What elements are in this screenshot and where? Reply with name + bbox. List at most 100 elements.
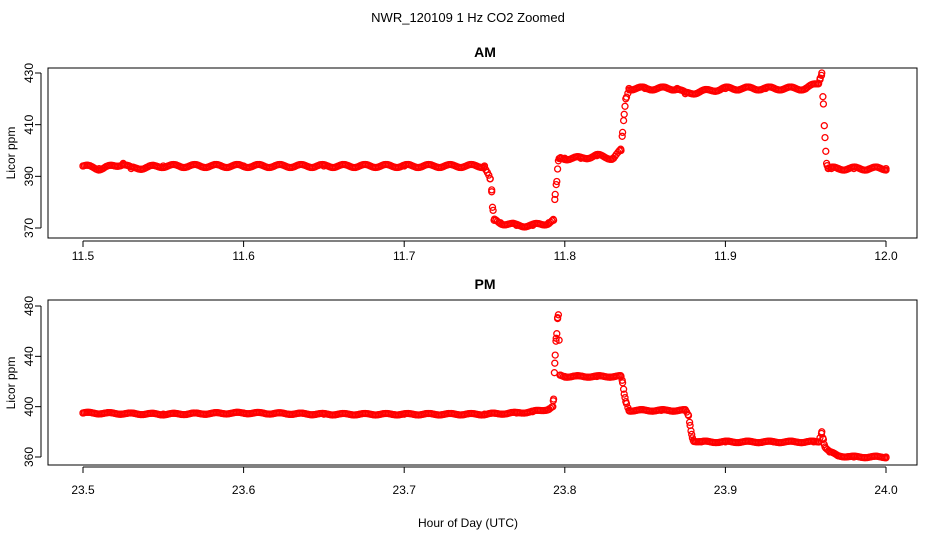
am-x-tick-label: 11.7 bbox=[393, 249, 416, 263]
am-data-point bbox=[551, 190, 559, 199]
pm-data-point bbox=[593, 372, 601, 381]
pm-y-tick-label: 360 bbox=[22, 447, 36, 467]
am-data-point bbox=[320, 162, 328, 170]
am-trace-point bbox=[619, 116, 628, 125]
am-data-point bbox=[821, 133, 829, 142]
am-data-point bbox=[490, 216, 498, 224]
am-trace-point bbox=[552, 180, 560, 189]
pm-y-axis-label: Licor ppm bbox=[4, 357, 18, 410]
am-axes: 11.5 11.6 11.7 11.8 11.9 12.0 370 390 410 430 bbox=[22, 63, 898, 263]
am-panel-title: AM bbox=[474, 44, 496, 60]
pm-data-point bbox=[818, 428, 826, 436]
pm-data-point bbox=[721, 438, 730, 446]
pm-plot-box bbox=[47, 299, 918, 466]
am-y-tick-label: 410 bbox=[22, 114, 36, 134]
pm-data-point bbox=[657, 406, 665, 415]
am-data-point bbox=[561, 154, 569, 162]
pm-data-point bbox=[769, 438, 778, 446]
am-data-point bbox=[400, 162, 408, 170]
pm-data-point bbox=[549, 395, 558, 403]
pm-data-point bbox=[553, 314, 562, 323]
pm-x-tick-label: 23.6 bbox=[232, 483, 256, 497]
am-panel: AM Licor ppm 11.5 11.6 11.7 11.8 11.9 12.0 370… bbox=[4, 44, 918, 263]
pm-x-tick-label: 23.5 bbox=[71, 483, 95, 497]
pm-data-point bbox=[689, 436, 697, 445]
am-data-point bbox=[641, 84, 649, 93]
am-data-point bbox=[480, 162, 489, 170]
am-data-point bbox=[577, 154, 585, 162]
am-y-tick-label: 370 bbox=[22, 218, 36, 238]
pm-x-tick-label: 23.8 bbox=[553, 483, 577, 497]
x-axis-label: Hour of Day (UTC) bbox=[418, 516, 518, 530]
am-data-point bbox=[549, 216, 558, 224]
pm-data-point bbox=[239, 409, 248, 417]
pm-data-point bbox=[618, 379, 627, 387]
pm-y-tick-label: 480 bbox=[22, 296, 36, 316]
am-trace-point bbox=[485, 171, 493, 179]
pm-data-point bbox=[561, 372, 569, 381]
am-data-point bbox=[239, 162, 248, 170]
am-data-point bbox=[488, 188, 496, 196]
pm-data-point bbox=[834, 452, 842, 460]
pm-data-point bbox=[400, 410, 408, 418]
am-data-point bbox=[496, 219, 505, 227]
am-trace-point bbox=[820, 122, 828, 130]
am-x-tick-label: 11.6 bbox=[232, 249, 255, 263]
am-data-point bbox=[119, 159, 127, 168]
pm-data-point bbox=[681, 406, 689, 415]
pm-data-point bbox=[551, 351, 559, 359]
am-data-point bbox=[761, 84, 770, 93]
am-data-point bbox=[95, 164, 103, 173]
pm-trace-point bbox=[685, 418, 694, 426]
pm-x-tick-label: 24.0 bbox=[874, 483, 898, 497]
am-data-point bbox=[127, 164, 135, 173]
am-data-point bbox=[486, 175, 494, 183]
pm-data-point bbox=[821, 443, 829, 451]
pm-data-point bbox=[553, 330, 561, 338]
pm-panel: PM Licor ppm 23.5 23.6 23.7 23.8 23.9 24.0 360… bbox=[4, 276, 918, 497]
pm-y-tick-label: 440 bbox=[22, 346, 36, 366]
am-data-point bbox=[721, 84, 730, 93]
pm-data-point bbox=[552, 337, 560, 345]
am-data-points bbox=[79, 69, 890, 231]
pm-data-point bbox=[819, 435, 828, 444]
am-plot-box bbox=[47, 67, 918, 239]
am-data-point bbox=[882, 164, 890, 173]
pm-trace-point bbox=[555, 336, 563, 344]
am-data-point bbox=[818, 69, 826, 77]
pm-data-point bbox=[882, 453, 890, 461]
am-data-point bbox=[79, 162, 87, 170]
am-data-point bbox=[850, 164, 858, 173]
figure-title: NWR_120109 1 Hz CO2 Zoomed bbox=[371, 10, 565, 25]
am-data-point bbox=[824, 164, 832, 173]
am-x-tick-label: 11.8 bbox=[554, 249, 577, 263]
pm-data-point bbox=[320, 410, 328, 418]
am-x-tick-label: 11.9 bbox=[714, 249, 737, 263]
am-data-point bbox=[681, 90, 689, 98]
pm-data-point bbox=[810, 438, 818, 446]
am-data-point bbox=[834, 164, 842, 173]
pm-data-point bbox=[697, 438, 705, 446]
am-trace-point bbox=[618, 132, 626, 140]
am-trace-point bbox=[822, 147, 830, 155]
am-x-tick-label: 11.5 bbox=[72, 249, 95, 263]
am-data-point bbox=[111, 162, 119, 170]
pm-trace-point bbox=[551, 359, 559, 367]
pm-data-point bbox=[686, 421, 694, 430]
am-data-point bbox=[618, 128, 627, 137]
pm-panel-title: PM bbox=[475, 276, 496, 292]
am-data-point bbox=[819, 100, 828, 108]
am-data-point bbox=[593, 152, 601, 160]
am-data-point bbox=[620, 110, 628, 118]
am-data-point bbox=[553, 177, 561, 186]
am-data-point bbox=[488, 203, 497, 211]
pm-y-tick-label: 400 bbox=[22, 396, 36, 416]
pm-data-point bbox=[159, 410, 167, 418]
am-x-tick-label: 12.0 bbox=[874, 249, 898, 263]
pm-data-point bbox=[549, 403, 557, 411]
pm-axes: 23.5 23.6 23.7 23.8 23.9 24.0 360 400 440 480 bbox=[22, 296, 898, 497]
pm-data-points bbox=[79, 311, 890, 462]
pm-data-point bbox=[554, 311, 563, 319]
am-y-tick-label: 390 bbox=[22, 166, 36, 186]
